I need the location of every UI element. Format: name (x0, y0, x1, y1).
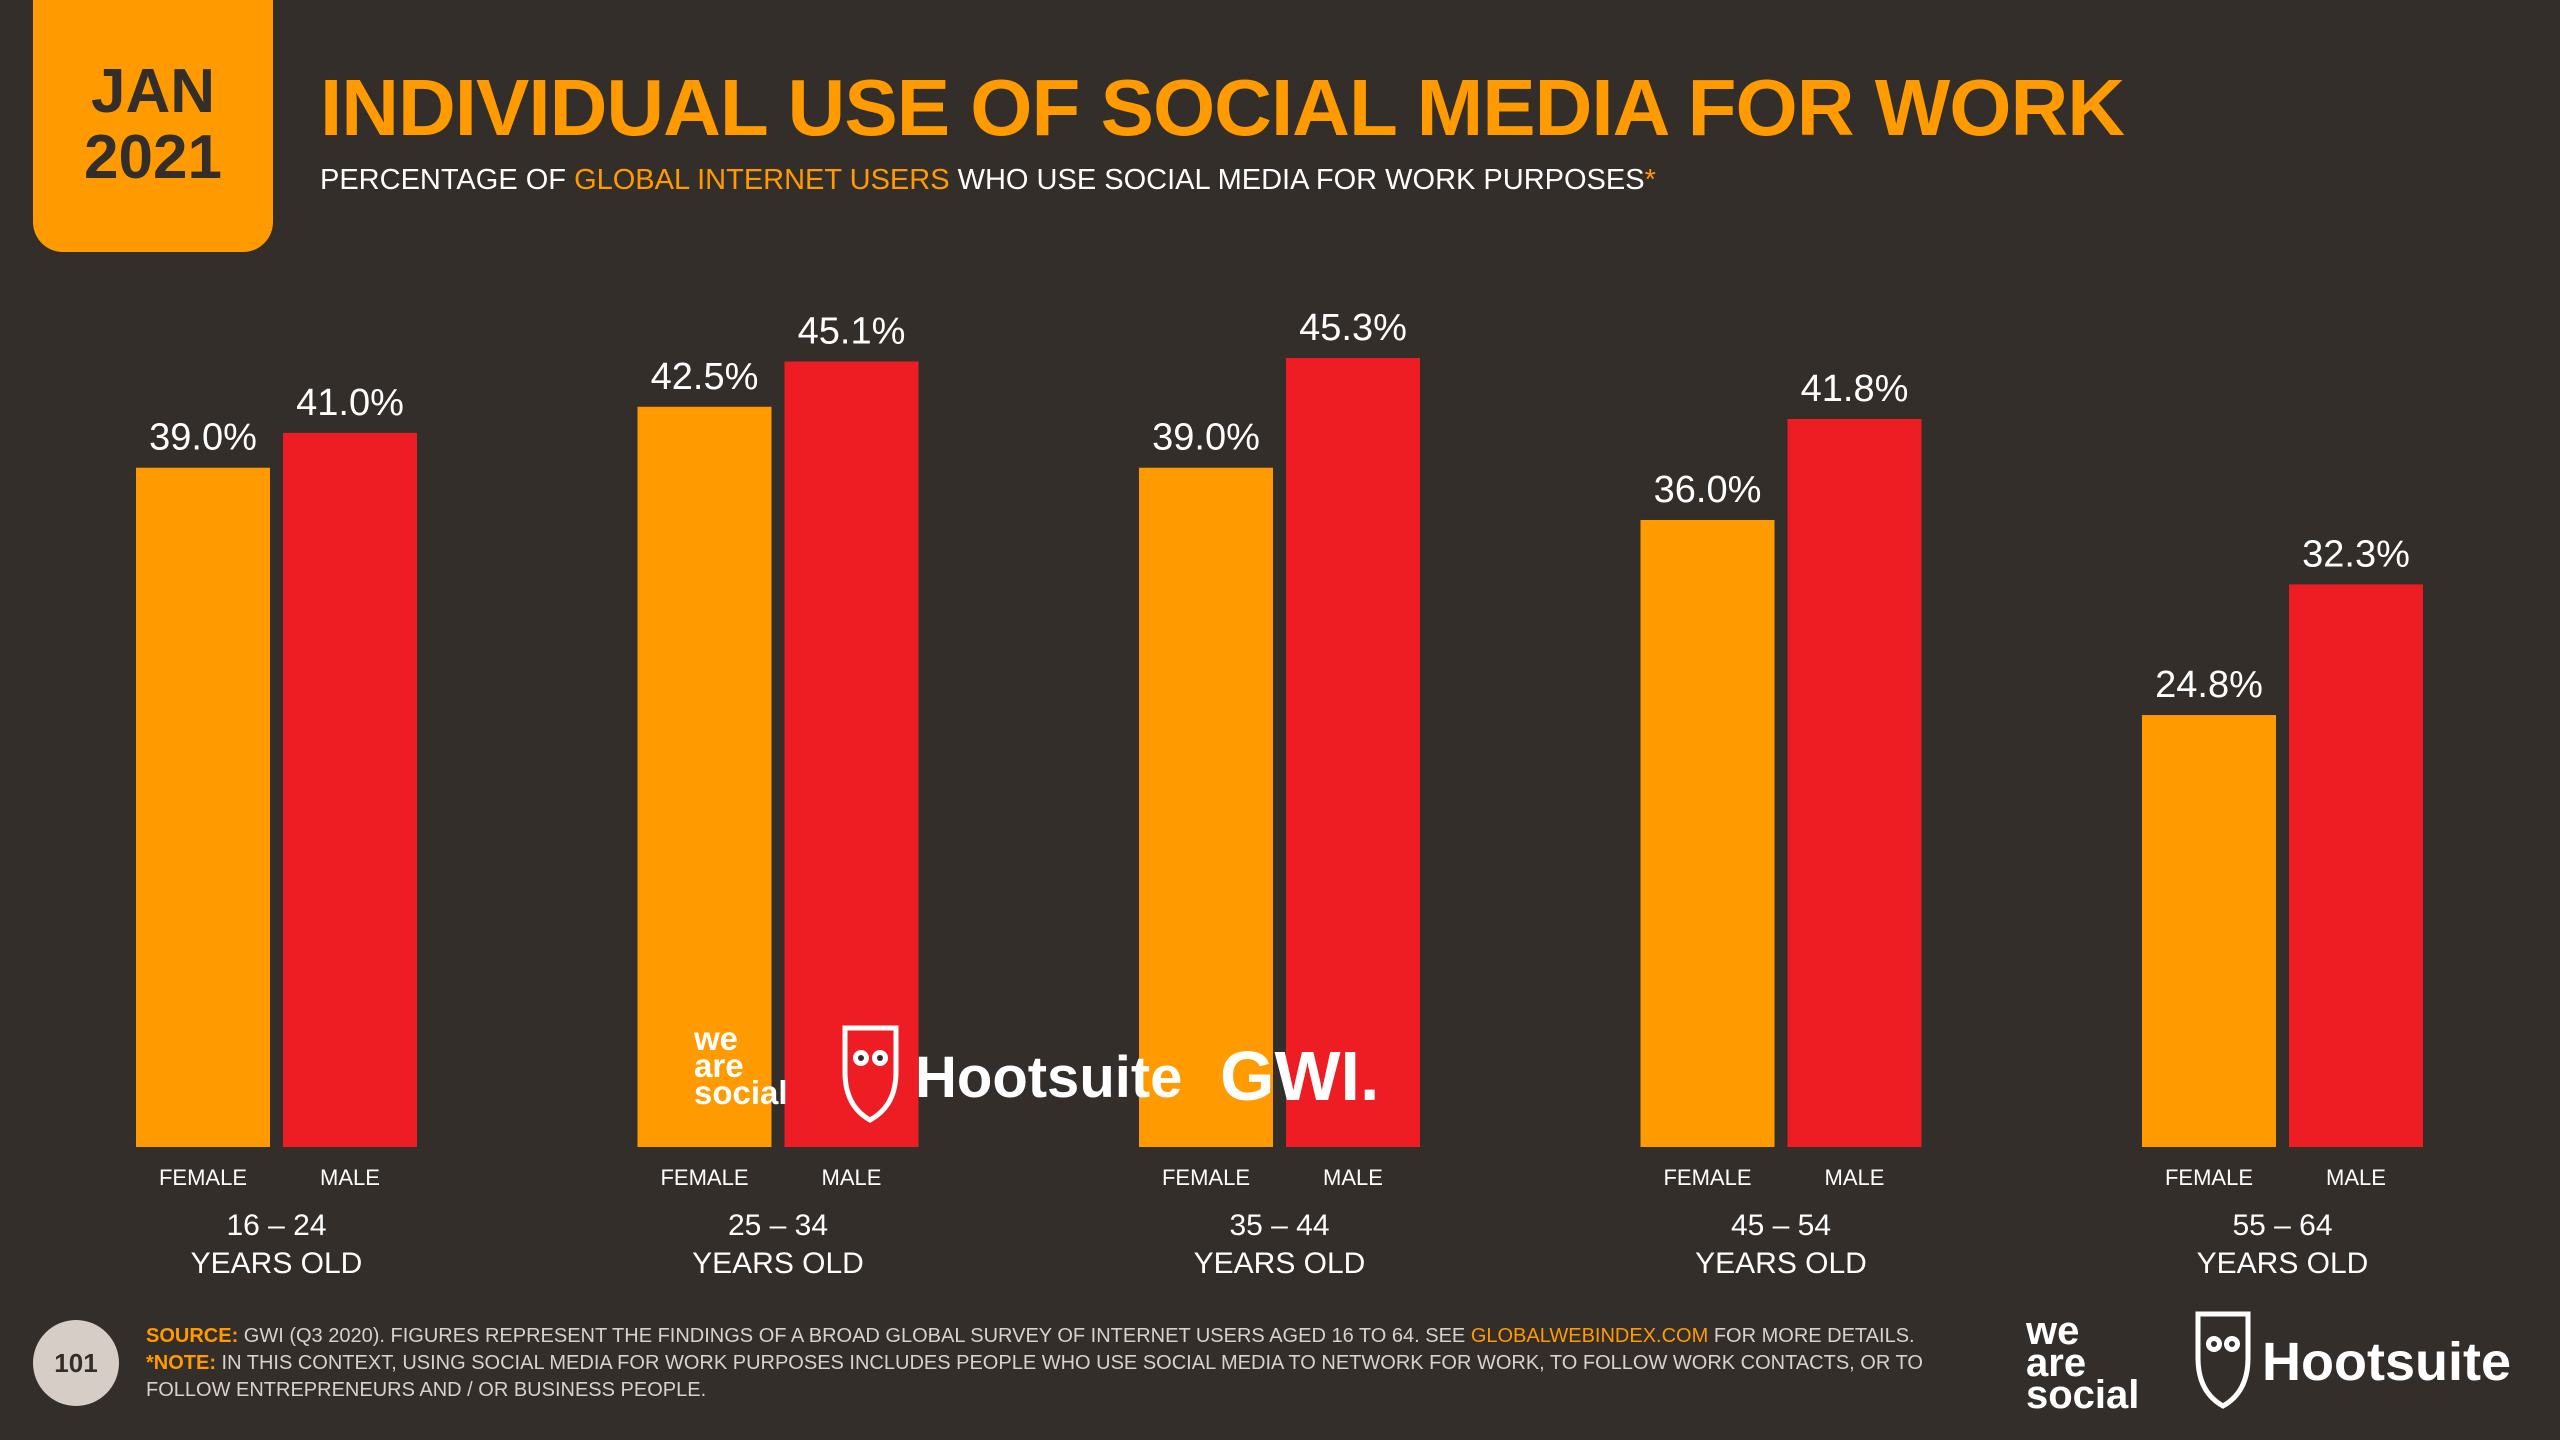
page-subtitle: PERCENTAGE OF GLOBAL INTERNET USERS WHO … (320, 164, 1656, 197)
source-line: SOURCE: GWI (Q3 2020). FIGURES REPRESENT… (146, 1323, 1996, 1350)
page-title: INDIVIDUAL USE OF SOCIAL MEDIA FOR WORK (320, 63, 2125, 152)
series-label: FEMALE (2165, 1165, 2253, 1190)
page-number: 101 (33, 1320, 119, 1406)
series-label: FEMALE (660, 1165, 748, 1190)
bar-female (1139, 467, 1273, 1147)
we-are-social-watermark: we are social (693, 1020, 788, 1111)
bar-female (2142, 715, 2276, 1147)
hootsuite-owl-icon (2195, 1311, 2251, 1409)
bar-male (1286, 358, 1420, 1147)
bar-female (1640, 519, 1775, 1147)
data-label: 41.0% (296, 382, 404, 424)
brand-hootsuite: Hootsuite (2262, 1332, 2511, 1392)
source-link[interactable]: GLOBALWEBINDEX.COM (1470, 1325, 1709, 1347)
data-label: 24.8% (2155, 664, 2263, 706)
data-label: 45.3% (1299, 307, 1407, 349)
we-are-social-logo: we are social (2025, 1309, 2139, 1417)
series-label: MALE (2326, 1165, 2386, 1190)
source-label: SOURCE: (146, 1325, 239, 1347)
bar-male (2289, 584, 2423, 1147)
data-label: 36.0% (1654, 469, 1762, 511)
series-label: FEMALE (1162, 1165, 1250, 1190)
date-month: JAN (90, 57, 216, 126)
bar-male (283, 432, 417, 1147)
data-label: 39.0% (1152, 417, 1260, 459)
source-text-pre: GWI (Q3 2020). FIGURES REPRESENT THE FIN… (238, 1325, 1471, 1347)
data-label: 42.5% (651, 356, 759, 398)
series-label: MALE (822, 1165, 882, 1190)
category-label: 16 – 24 (226, 1209, 326, 1242)
bar-female (637, 406, 772, 1148)
category-label: 45 – 54 (1731, 1209, 1831, 1242)
watermark-social: social (694, 1074, 788, 1111)
series-label: MALE (1825, 1165, 1885, 1190)
bar-female (136, 467, 270, 1147)
watermark-gwi: GWI. (1220, 1037, 1379, 1115)
data-label: 41.8% (1801, 368, 1909, 410)
series-label: FEMALE (1663, 1165, 1751, 1190)
category-label: 35 – 44 (1229, 1209, 1329, 1242)
series-label: FEMALE (159, 1165, 247, 1190)
note-line: *NOTE: IN THIS CONTEXT, USING SOCIAL MED… (146, 1350, 1996, 1404)
bar-male (1787, 418, 1922, 1147)
subtitle-asterisk: * (1644, 164, 1656, 196)
watermark-hootsuite: Hootsuite (915, 1045, 1182, 1110)
note-text: IN THIS CONTEXT, USING SOCIAL MEDIA FOR … (146, 1352, 1923, 1401)
category-suffix: YEARS OLD (191, 1247, 363, 1280)
brand-are: are (2026, 1341, 2086, 1385)
bar-male (784, 361, 919, 1148)
watermark-we: we (693, 1020, 738, 1057)
category-label: 25 – 34 (728, 1209, 828, 1242)
watermark-are: are (694, 1047, 744, 1084)
source-text-post: FOR MORE DETAILS. (1708, 1325, 1915, 1347)
data-label: 39.0% (149, 417, 257, 459)
owl-icon (842, 1025, 899, 1123)
subtitle-text-pre: PERCENTAGE OF (320, 164, 575, 196)
note-label: *NOTE: (146, 1352, 216, 1374)
category-suffix: YEARS OLD (2197, 1247, 2369, 1280)
bar-chart: 39.0% FEMALE 41.0% MALE 16 – 24 YEARS OLD 42.5… (136, 307, 2423, 1280)
series-label: MALE (320, 1165, 380, 1190)
series-label: MALE (1323, 1165, 1383, 1190)
footer-notes: SOURCE: GWI (Q3 2020). FIGURES REPRESENT… (146, 1323, 1996, 1404)
brand-social: social (2026, 1373, 2139, 1417)
subtitle-highlight: GLOBAL INTERNET USERS (574, 164, 950, 196)
category-suffix: YEARS OLD (1194, 1247, 1366, 1280)
date-year: 2021 (84, 123, 222, 192)
brand-logos: we are social Hootsuite (2025, 1309, 2511, 1417)
category-suffix: YEARS OLD (1695, 1247, 1867, 1280)
data-label: 45.1% (798, 310, 906, 352)
category-suffix: YEARS OLD (692, 1247, 864, 1280)
data-label: 32.3% (2302, 533, 2410, 575)
subtitle-text-post: WHO USE SOCIAL MEDIA FOR WORK PURPOSES (949, 164, 1645, 196)
watermark-logos: we are social Hootsuite GWI. (693, 1020, 1379, 1123)
date-badge: JAN 2021 (33, 0, 273, 252)
category-label: 55 – 64 (2232, 1209, 2332, 1242)
brand-we: we (2025, 1309, 2079, 1353)
